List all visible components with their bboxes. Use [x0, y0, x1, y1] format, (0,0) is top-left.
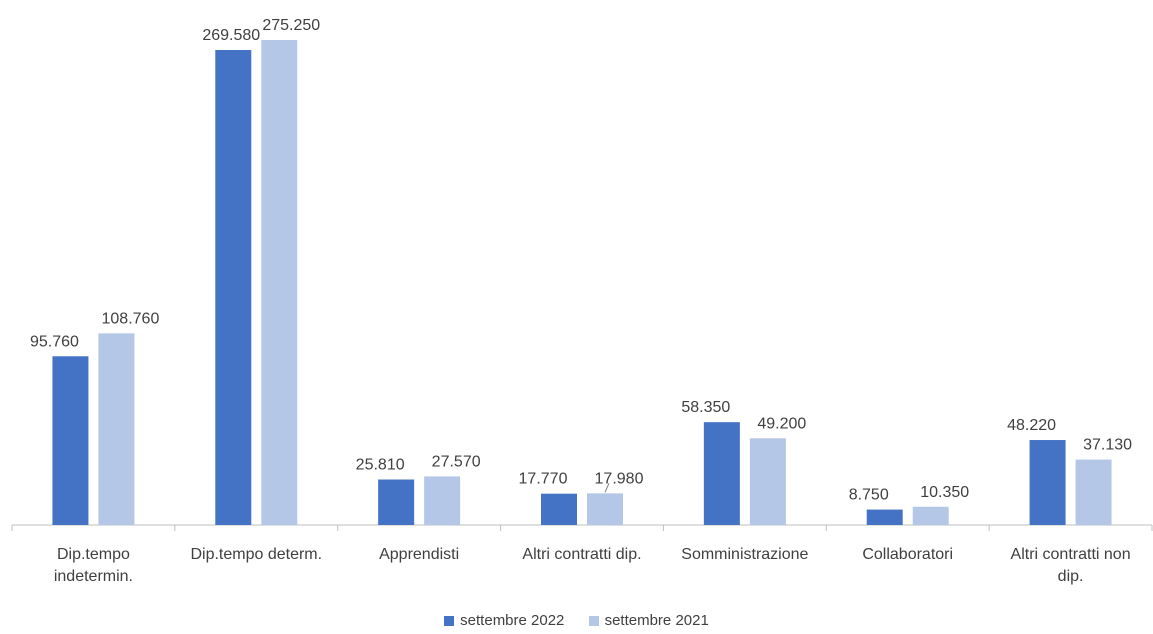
- bar-2021: [587, 493, 623, 525]
- legend-swatch-2022: [444, 615, 455, 626]
- bar-2022: [866, 509, 903, 525]
- bar-chart: 95.760 108.760 Dip.tempo indetermin. 269.580…: [11, 17, 1153, 585]
- bar-2021: [261, 40, 298, 525]
- data-label: 10.350: [920, 484, 969, 501]
- category-label: Collaboratori: [862, 546, 953, 563]
- data-label: 37.130: [1083, 437, 1132, 454]
- label-leader-line: [604, 483, 610, 493]
- data-label: 25.810: [356, 457, 405, 474]
- data-label: 49.200: [757, 415, 806, 432]
- bar-2022: [541, 493, 577, 525]
- data-label: 95.760: [30, 333, 79, 350]
- category-label: dip.: [1058, 568, 1084, 585]
- bar-2022: [703, 422, 740, 525]
- legend-label-2021: settembre 2021: [604, 612, 709, 629]
- category-label: Altri contratti non: [1011, 546, 1131, 563]
- bar-2022: [378, 479, 415, 525]
- bar-2021: [749, 438, 786, 525]
- category-label: Dip.tempo determ.: [190, 546, 322, 563]
- legend-swatch-2021: [588, 615, 599, 626]
- legend: settembre 2022 settembre 2021: [0, 612, 1153, 630]
- legend-item-2022: settembre 2022: [444, 612, 564, 629]
- data-label: 108.760: [102, 310, 160, 327]
- bar-2022: [1029, 440, 1066, 525]
- data-label: 48.220: [1007, 417, 1056, 434]
- data-label: 17.980: [595, 470, 644, 487]
- category-label: Apprendisti: [379, 546, 459, 563]
- legend-label-2022: settembre 2022: [460, 612, 565, 629]
- bar-2021: [1075, 459, 1112, 525]
- data-label: 27.570: [432, 453, 481, 470]
- category-label: indetermin.: [54, 568, 133, 585]
- legend-item-2021: settembre 2021: [588, 612, 709, 629]
- bar-2021: [424, 476, 461, 525]
- data-label: 269.580: [202, 27, 260, 44]
- data-label: 17.770: [519, 471, 568, 488]
- category-label: Altri contratti dip.: [522, 546, 641, 563]
- category-label: Somministrazione: [681, 546, 808, 563]
- bar-2021: [98, 333, 135, 525]
- bar-2022: [215, 49, 252, 526]
- data-label: 275.250: [262, 17, 320, 34]
- category-label: Dip.tempo: [57, 546, 130, 563]
- data-label: 8.750: [849, 487, 889, 504]
- data-label: 58.350: [681, 399, 730, 416]
- bar-2021: [912, 506, 949, 525]
- bar-2022: [52, 356, 89, 525]
